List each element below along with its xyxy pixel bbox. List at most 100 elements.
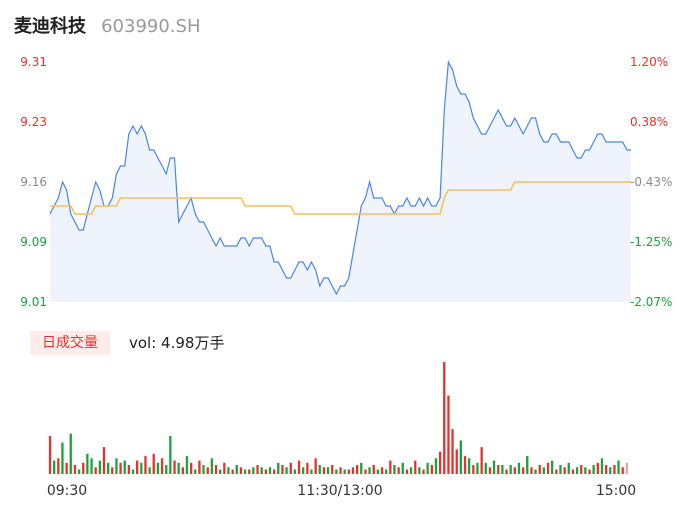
volume-bar xyxy=(181,467,184,474)
volume-bar xyxy=(463,456,467,474)
volume-bar xyxy=(580,465,583,474)
volume-bar xyxy=(596,462,599,474)
volume-bar xyxy=(156,462,160,474)
volume-bar xyxy=(439,451,442,474)
price-tick-label: 9.09 xyxy=(20,235,47,249)
volume-bar xyxy=(314,458,317,474)
volume-bar xyxy=(73,465,77,474)
volume-bar xyxy=(248,469,251,474)
volume-bar xyxy=(422,469,425,474)
volume-bar xyxy=(480,447,483,474)
price-tick-label: 9.31 xyxy=(20,55,47,69)
volume-bar xyxy=(401,462,404,474)
volume-bar xyxy=(455,449,458,474)
volume-bar xyxy=(476,462,479,474)
volume-bar xyxy=(256,465,259,474)
volume-bar xyxy=(227,467,230,474)
volume-bar xyxy=(497,465,500,474)
volume-bar xyxy=(264,469,267,474)
volume-bar xyxy=(94,467,97,474)
volume-bar xyxy=(397,467,400,474)
volume-bar xyxy=(609,467,612,474)
volume-bar xyxy=(322,467,326,474)
volume-bar xyxy=(297,460,301,474)
volume-bar xyxy=(605,465,608,474)
volume-bar xyxy=(61,442,64,474)
volume-bar xyxy=(165,465,168,474)
volume-bar xyxy=(219,469,222,474)
volume-bar xyxy=(393,465,396,474)
volume-bar xyxy=(281,465,284,474)
volume-bar xyxy=(252,467,255,474)
volume-bar xyxy=(534,469,537,474)
volume-bar xyxy=(347,469,350,474)
volume-bar xyxy=(206,467,209,474)
volume-bar xyxy=(368,467,371,474)
volume-bar xyxy=(492,460,496,474)
volume-bar xyxy=(77,469,81,474)
volume-bar xyxy=(107,462,110,474)
volume-bar xyxy=(214,465,218,474)
price-area-fill xyxy=(50,62,631,302)
volume-bar xyxy=(380,467,384,474)
volume-bar xyxy=(318,465,321,474)
volume-bar xyxy=(542,467,545,474)
volume-bar xyxy=(351,467,355,474)
percent-tick-label: 0.38% xyxy=(630,115,668,129)
volume-bar xyxy=(53,460,56,474)
volume-bar xyxy=(472,465,475,474)
volume-bar xyxy=(90,458,93,474)
volume-bar xyxy=(625,462,628,474)
volume-bar xyxy=(127,465,130,474)
volume-bar xyxy=(260,467,263,474)
volume-bar xyxy=(285,467,288,474)
volume-bar xyxy=(592,465,595,474)
price-tick-label: 9.01 xyxy=(20,295,47,309)
volume-bar xyxy=(190,462,193,474)
volume-bar xyxy=(364,469,367,474)
volume-bar xyxy=(621,467,624,474)
volume-bar xyxy=(160,458,164,474)
volume-bar xyxy=(111,467,114,474)
volume-bar xyxy=(169,435,172,474)
volume-bar xyxy=(588,469,591,474)
volume-bar xyxy=(430,465,433,474)
price-line xyxy=(49,59,631,296)
volume-bar xyxy=(571,469,575,474)
volume-bar xyxy=(194,469,197,474)
stock-code: 603990.SH xyxy=(101,16,201,37)
volume-bar xyxy=(144,456,147,474)
volume-bar xyxy=(546,462,550,474)
volume-bar xyxy=(405,469,409,474)
volume-bar xyxy=(575,467,579,474)
volume-bar xyxy=(331,465,334,474)
time-tick-label: 11:30/13:00 xyxy=(297,483,382,499)
stock-name: 麦迪科技 xyxy=(14,16,86,37)
volume-bar xyxy=(136,460,139,474)
volume-bar xyxy=(501,465,504,474)
avg-price-line xyxy=(50,181,631,215)
volume-bar xyxy=(306,462,309,474)
volume-bar xyxy=(335,469,338,474)
volume-bar xyxy=(451,429,454,474)
volume-bar xyxy=(376,469,379,474)
volume-bar xyxy=(302,467,305,474)
volume-bar xyxy=(243,469,247,474)
volume-bar xyxy=(513,467,516,474)
volume-bar xyxy=(48,435,52,474)
volume-tab[interactable]: 日成交量 xyxy=(30,331,110,355)
volume-bar xyxy=(600,458,604,474)
time-tick-label: 15:00 xyxy=(596,483,636,499)
volume-bar xyxy=(617,460,620,474)
volume-bar xyxy=(447,395,450,474)
volume-bar xyxy=(613,465,616,474)
volume-bar xyxy=(559,465,562,474)
volume-bar xyxy=(69,433,72,474)
volume-bar xyxy=(339,467,342,474)
volume-bar xyxy=(409,467,413,474)
volume-bar xyxy=(268,467,272,474)
volume-bar xyxy=(185,456,189,474)
volume-bar xyxy=(488,467,492,474)
volume-bar xyxy=(385,469,388,474)
